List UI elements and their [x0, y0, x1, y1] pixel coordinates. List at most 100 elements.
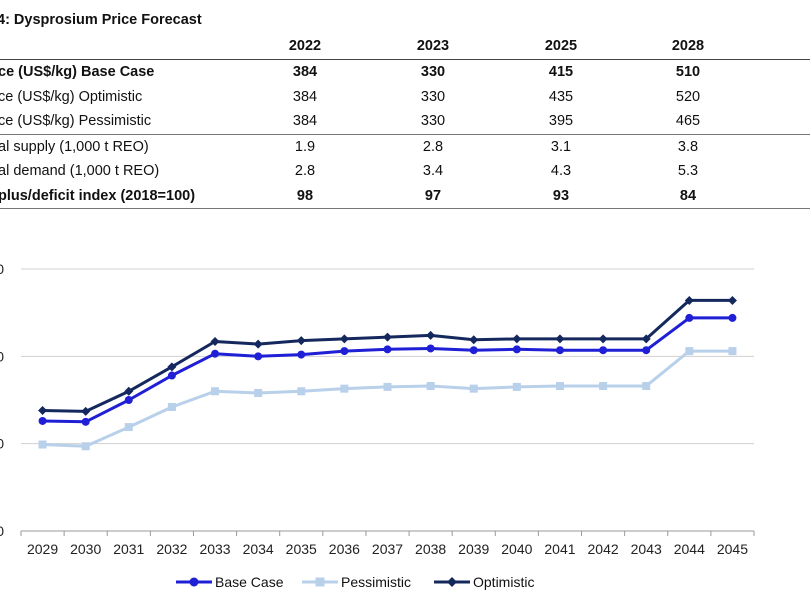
data-point-optimistic	[339, 334, 349, 344]
data-point-optimistic	[426, 330, 436, 340]
data-point-base-case	[599, 346, 608, 355]
data-point-pessimistic	[297, 387, 306, 396]
x-tick-label: 2030	[70, 541, 101, 557]
column-header: 2023	[416, 38, 450, 54]
x-tick-label: 2041	[544, 541, 575, 557]
data-point-base-case	[81, 417, 90, 426]
data-point-pessimistic	[512, 382, 521, 391]
data-point-pessimistic	[426, 382, 435, 391]
x-tick-label: 2039	[458, 541, 489, 557]
data-point-base-case	[555, 346, 564, 355]
data-point-optimistic	[124, 386, 134, 396]
data-point-base-case	[167, 371, 176, 380]
data-point-pessimistic	[555, 382, 564, 391]
table-cell: 3.1	[550, 138, 572, 155]
table-row: ce (US$/kg) Pessimistic 384 330 395 465 …	[0, 109, 810, 135]
column-header: 2	[773, 38, 810, 54]
x-tick-label: 2035	[286, 541, 317, 557]
legend-item-optimistic: Optimistic	[434, 574, 534, 590]
data-point-optimistic	[641, 334, 651, 344]
table-row: ce (US$/kg) Base Case 384 330 415 510 9	[0, 60, 810, 85]
table-cell: 84	[679, 187, 697, 204]
data-point-pessimistic	[124, 423, 133, 432]
data-point-optimistic	[296, 336, 306, 346]
data-point-pessimistic	[211, 387, 220, 396]
table-cell: 97	[424, 187, 442, 204]
legend-label: Optimistic	[473, 574, 535, 590]
table-cell: 465	[675, 113, 701, 129]
chart-legend: Base Case Pessimistic Optimistic	[0, 574, 810, 594]
table-row: al supply (1,000 t REO) 1.9 2.8 3.1 3.8 …	[0, 135, 810, 160]
table-cell: 4	[773, 139, 810, 155]
table-cell: 384	[292, 64, 318, 80]
x-tick-label: 2033	[199, 541, 230, 557]
x-tick-label: 2036	[329, 541, 360, 557]
data-point-optimistic	[684, 295, 694, 305]
x-tick-label: 2029	[27, 541, 58, 557]
data-point-pessimistic	[685, 347, 694, 356]
x-tick-label: 2034	[243, 541, 274, 557]
y-tick-label: 0	[0, 436, 4, 452]
table-row: plus/deficit index (2018=100) 98 97 93 8…	[0, 184, 810, 209]
table-cell: 415	[548, 64, 574, 80]
y-tick-label: 0	[0, 523, 4, 539]
data-point-pessimistic	[254, 389, 263, 398]
x-tick-label: 2040	[501, 541, 532, 557]
table-cell: 7	[773, 113, 810, 129]
data-point-optimistic	[253, 339, 263, 349]
x-tick-label: 2031	[113, 541, 144, 557]
data-point-base-case	[469, 346, 478, 355]
data-point-optimistic	[727, 295, 737, 305]
data-point-optimistic	[469, 335, 479, 345]
table-cell: 3.4	[422, 163, 444, 179]
data-point-base-case	[685, 313, 694, 322]
data-point-base-case	[38, 416, 47, 425]
data-point-base-case	[340, 347, 349, 356]
table-cell: 330	[420, 88, 446, 105]
x-tick-label: 2038	[415, 541, 446, 557]
y-tick-label: 0	[0, 261, 4, 277]
table-cell: 7	[773, 163, 810, 179]
data-point-pessimistic	[340, 384, 349, 393]
legend-label: Pessimistic	[341, 574, 412, 590]
table-cell: 2.8	[294, 163, 316, 179]
row-label: ce (US$/kg) Base Case	[0, 64, 155, 80]
table-cell: 4.3	[550, 163, 572, 179]
table-cell: 435	[548, 88, 574, 105]
data-point-pessimistic	[599, 382, 608, 391]
data-point-base-case	[383, 345, 392, 354]
table-row: ce (US$/kg) Optimistic 384 330 435 520 1…	[0, 85, 810, 110]
data-point-optimistic	[38, 405, 48, 415]
data-point-optimistic	[210, 336, 220, 346]
table-cell: 330	[420, 64, 446, 80]
data-point-pessimistic	[167, 402, 176, 411]
data-point-base-case	[426, 344, 435, 353]
row-label: ce (US$/kg) Optimistic	[0, 88, 143, 105]
data-point-optimistic	[555, 334, 565, 344]
x-tick-label: 2037	[372, 541, 403, 557]
data-point-pessimistic	[469, 384, 478, 393]
column-header: 2022	[288, 38, 322, 54]
data-point-optimistic	[512, 334, 522, 344]
x-tick-label: 2045	[717, 541, 748, 557]
row-label: ce (US$/kg) Pessimistic	[0, 113, 152, 129]
data-point-optimistic	[81, 406, 91, 416]
data-point-base-case	[211, 349, 220, 358]
x-tick-label: 2044	[674, 541, 705, 557]
table-cell: 384	[292, 88, 318, 105]
table-cell: 520	[675, 88, 701, 105]
table-cell: 1.9	[294, 138, 316, 155]
x-tick-label: 2043	[631, 541, 662, 557]
x-tick-label: 2042	[588, 541, 619, 557]
legend-label: Base Case	[215, 574, 284, 590]
table-cell: 5.3	[677, 163, 699, 179]
data-point-optimistic	[167, 362, 177, 372]
price-line-chart: 0 0 0 0 2029 2030 2031 2032 2033 2034 2035 2036 2037…	[0, 261, 755, 557]
table-cell: 3.8	[677, 138, 699, 155]
data-point-base-case	[297, 350, 306, 359]
data-point-base-case	[254, 352, 263, 361]
table-cell: 98	[296, 187, 314, 204]
diamond-marker-icon	[434, 577, 470, 587]
circle-marker-icon	[176, 577, 212, 587]
data-point-pessimistic	[38, 440, 47, 449]
